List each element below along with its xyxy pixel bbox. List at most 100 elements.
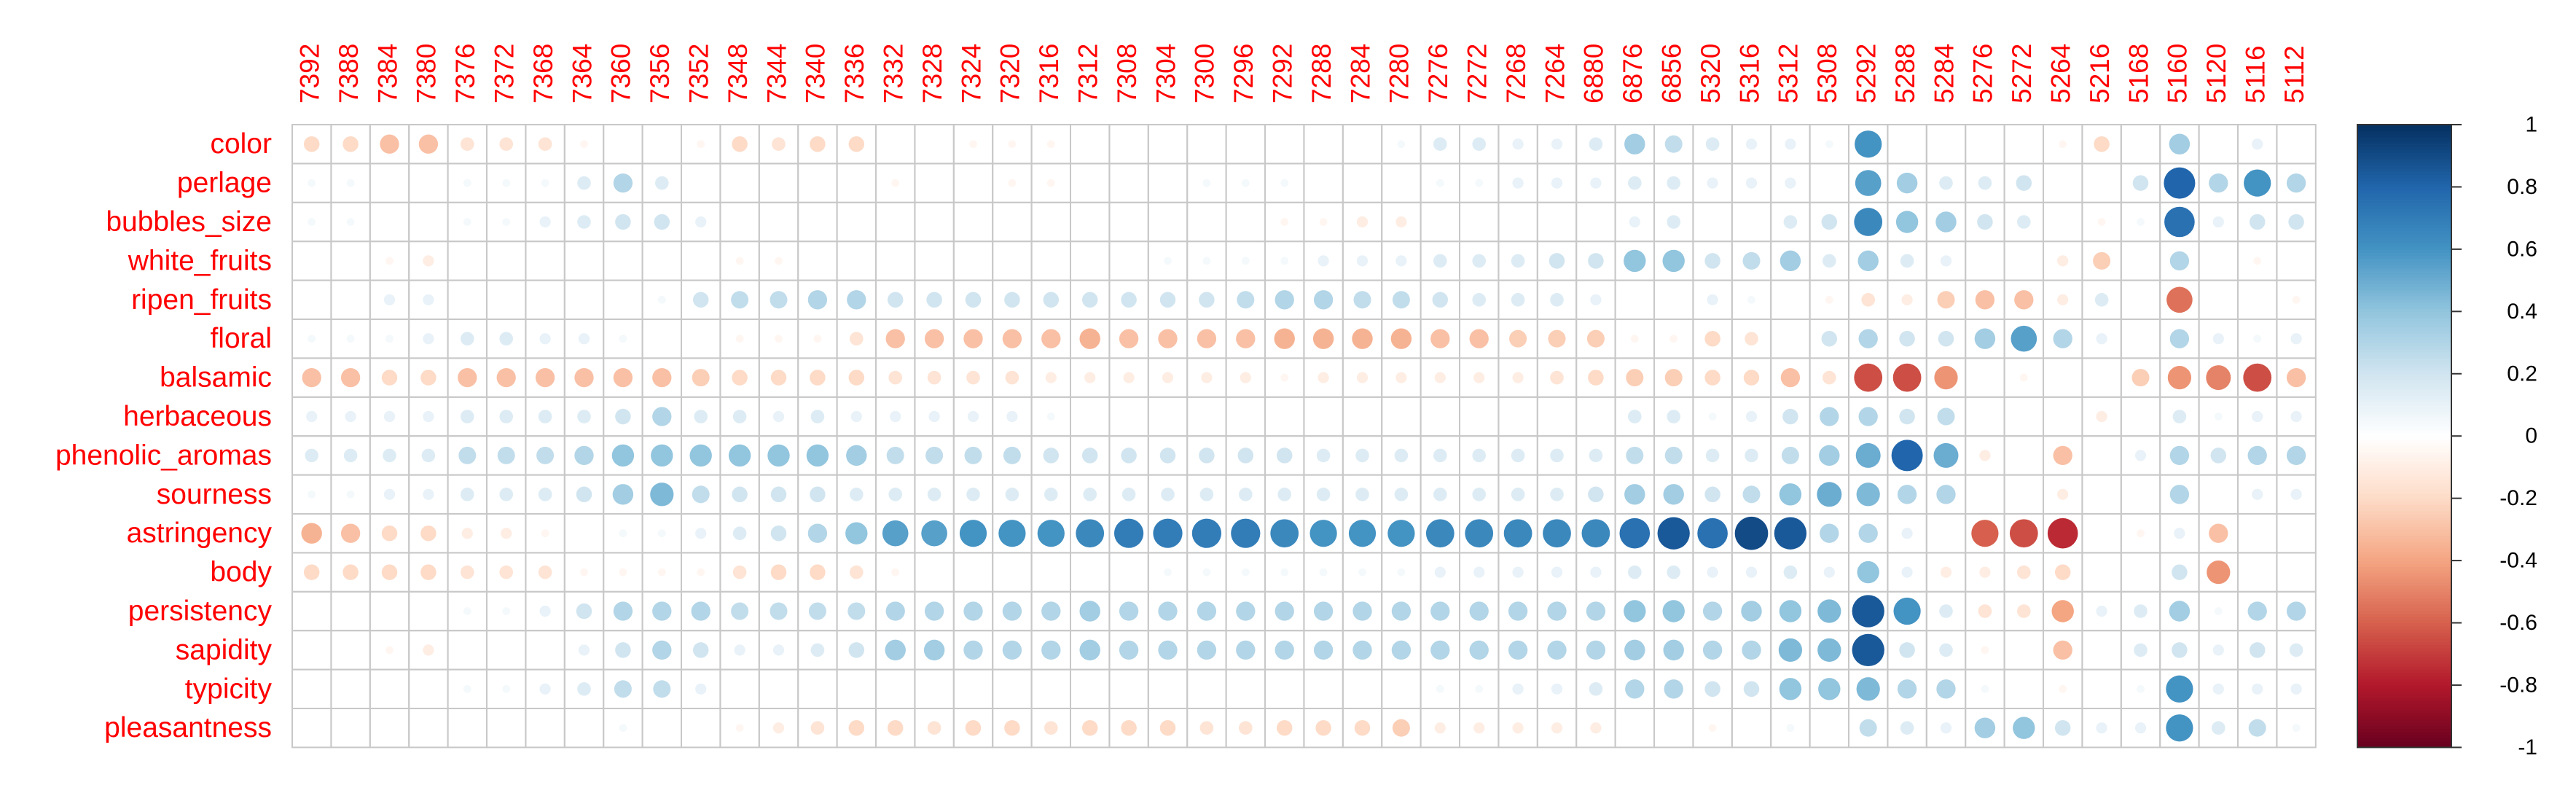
- colorbar-segment: [2357, 585, 2451, 590]
- corr-circle: [2289, 643, 2303, 657]
- corr-circle: [1472, 448, 1487, 463]
- corr-circle: [423, 294, 434, 305]
- corr-circle: [1899, 642, 1915, 658]
- cell: [2198, 279, 2239, 321]
- cell: [1108, 241, 1149, 281]
- colorbar-segment: [2357, 719, 2451, 723]
- corr-circle: [1547, 640, 1567, 660]
- corr-circle: [463, 607, 471, 615]
- corr-circle: [1704, 330, 1720, 347]
- corr-circle: [1241, 179, 1250, 187]
- corr-circle: [420, 525, 436, 542]
- corr-circle: [2093, 251, 2111, 270]
- colorbar-segment: [2357, 448, 2451, 453]
- corr-circle: [1981, 684, 1989, 693]
- corr-circle: [1858, 523, 1878, 543]
- column-label: 7324: [956, 44, 986, 104]
- colorbar-segment: [2357, 402, 2451, 406]
- cell: [330, 279, 371, 321]
- colorbar-segment: [2357, 180, 2451, 184]
- corr-circle: [2212, 216, 2224, 228]
- colorbar-segment: [2357, 426, 2451, 431]
- colorbar-segment: [2357, 523, 2451, 527]
- corr-circle: [1782, 408, 1798, 425]
- colorbar-segment: [2357, 252, 2451, 257]
- colorbar-segment: [2357, 535, 2451, 539]
- column-label: 7280: [1385, 44, 1414, 104]
- colorbar-segment: [2357, 547, 2451, 552]
- corr-circle: [1197, 329, 1217, 348]
- corr-circle: [2244, 169, 2271, 197]
- cell: [992, 241, 1033, 281]
- corr-circle: [1348, 520, 1377, 547]
- corr-circle: [458, 367, 477, 388]
- corr-circle: [848, 136, 865, 152]
- corr-circle: [1974, 717, 1996, 738]
- colorbar-segment: [2357, 171, 2451, 175]
- colorbar-segment: [2357, 510, 2451, 515]
- corr-circle: [1854, 363, 1883, 392]
- column-label: 6880: [1579, 44, 1609, 104]
- column-label: 5284: [1929, 44, 1959, 104]
- corr-circle: [890, 410, 901, 423]
- colorbar-segment: [2357, 517, 2451, 521]
- corr-circle: [1940, 722, 1952, 734]
- corr-circle: [2019, 373, 2028, 382]
- cell: [2276, 708, 2317, 749]
- colorbar-segment: [2357, 488, 2451, 493]
- cell: [1225, 668, 1266, 709]
- corr-circle: [2166, 714, 2193, 742]
- cell: [563, 279, 605, 321]
- colorbar-segment: [2357, 289, 2451, 294]
- colorbar-segment: [2357, 504, 2451, 509]
- colorbar-segment: [2357, 377, 2451, 380]
- corr-circle: [346, 179, 355, 187]
- corr-circle: [2134, 450, 2147, 461]
- cell: [2276, 124, 2317, 165]
- corr-circle: [1588, 253, 1604, 269]
- corr-circle: [1662, 249, 1685, 273]
- corr-circle: [1079, 601, 1100, 622]
- cell: [1108, 124, 1149, 165]
- column-label: 5308: [1812, 44, 1842, 104]
- cell: [1770, 319, 1811, 359]
- cell: [2081, 630, 2122, 671]
- corr-circle: [1779, 483, 1802, 506]
- cell: [2081, 435, 2122, 476]
- corr-circle: [1971, 520, 1999, 547]
- corr-circle: [2094, 136, 2110, 152]
- corr-circle: [1697, 518, 1728, 549]
- corr-circle: [615, 214, 631, 230]
- corr-circle: [966, 487, 980, 501]
- column-label: 7272: [1462, 44, 1492, 104]
- corr-circle: [848, 370, 865, 386]
- column-label: 7388: [334, 44, 364, 104]
- corr-circle: [538, 487, 552, 501]
- corr-circle: [2169, 445, 2190, 466]
- corr-circle: [1397, 568, 1406, 577]
- colorbar-segment: [2357, 280, 2451, 284]
- corr-circle: [652, 407, 672, 426]
- colorbar-segment: [2357, 329, 2451, 334]
- corr-circle: [538, 137, 552, 152]
- corr-circle: [1825, 295, 1833, 304]
- corr-circle: [1702, 601, 1723, 621]
- colorbar-segment: [2357, 454, 2451, 458]
- column-label: 7284: [1345, 44, 1375, 104]
- corr-circle: [967, 410, 979, 423]
- corr-circle: [1433, 487, 1447, 501]
- corr-circle: [1355, 448, 1369, 463]
- colorbar-segment: [2357, 192, 2451, 197]
- corr-circle: [340, 523, 361, 543]
- corr-circle: [1778, 638, 1803, 663]
- colorbar-segment: [2357, 573, 2451, 577]
- corr-circle: [2057, 294, 2069, 305]
- colorbar-segment: [2357, 638, 2451, 642]
- column-label: 7368: [528, 44, 558, 104]
- colorbar-segment: [2357, 684, 2451, 689]
- colorbar-segment: [2357, 520, 2451, 524]
- column-label: 7292: [1267, 44, 1297, 104]
- corr-circle: [1280, 257, 1289, 265]
- cell: [1070, 668, 1111, 709]
- corr-circle: [1979, 566, 1991, 578]
